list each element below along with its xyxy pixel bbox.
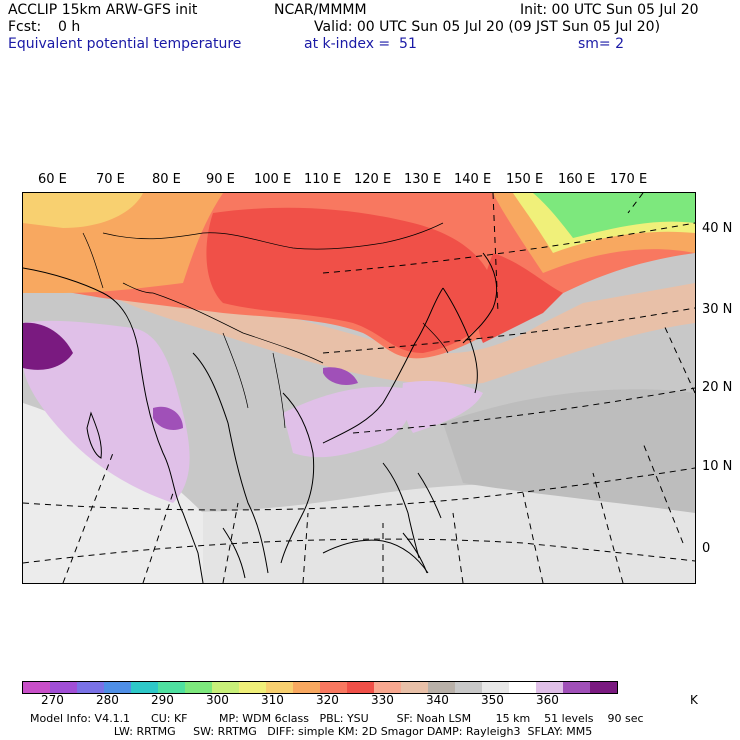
colorbar-swatch	[320, 682, 347, 693]
lat-label: 30 N	[702, 302, 733, 317]
lon-label: 130 E	[404, 172, 442, 187]
lon-label: 90 E	[206, 172, 235, 187]
longitude-line	[142, 492, 174, 583]
longitude-line	[627, 193, 644, 214]
center-title: NCAR/MMMM	[274, 2, 367, 18]
longitude-line	[302, 512, 309, 583]
purple-spot-china	[323, 367, 358, 385]
colorbar-swatch	[347, 682, 374, 693]
model-title: ACCLIP 15km ARW-GFS init	[8, 2, 198, 18]
forecast-label: Fcst:	[8, 19, 42, 35]
lat-label: 0	[702, 541, 711, 556]
init-time: Init: 00 UTC Sun 05 Jul 20	[520, 2, 699, 18]
longitude-line	[492, 193, 499, 314]
country-borders	[82, 222, 449, 429]
colorbar-swatch	[374, 682, 401, 693]
colorbar-swatch	[428, 682, 455, 693]
colorbar-swatch	[239, 682, 266, 693]
east-field	[443, 389, 695, 513]
purple-region-south-china	[283, 386, 412, 458]
longitude-line	[592, 472, 624, 583]
colorbar-swatch	[482, 682, 509, 693]
forecast-hour: 0 h	[58, 19, 81, 35]
latitude-line	[322, 222, 695, 274]
longitude-line	[662, 322, 695, 394]
warm-core-north	[206, 207, 495, 353]
lon-label: 70 E	[96, 172, 125, 187]
smoothing: sm= 2	[578, 36, 625, 52]
colorbar-swatch	[509, 682, 536, 693]
latitude-line	[23, 538, 695, 564]
cool-band-northeast-3	[533, 193, 695, 238]
longitude-line	[642, 442, 684, 544]
graticule	[23, 193, 695, 583]
warm-band-south	[83, 263, 695, 385]
coastlines	[23, 252, 498, 583]
colorbar-tick-label: 310	[261, 693, 284, 707]
colorbar-swatch	[158, 682, 185, 693]
lon-label: 110 E	[304, 172, 342, 187]
longitude-line	[452, 512, 464, 583]
lon-label: 170 E	[610, 172, 648, 187]
lon-label: 60 E	[38, 172, 67, 187]
colorbar-tick-label: 290	[151, 693, 174, 707]
colorbar-swatch	[536, 682, 563, 693]
model-info-line2: LW: RRTMG SW: RRTMG DIFF: simple KM: 2D …	[30, 725, 593, 738]
lon-label: 150 E	[506, 172, 544, 187]
colorbar-tick-label: 280	[96, 693, 119, 707]
colorbar-swatch	[212, 682, 239, 693]
colorbar-swatch	[563, 682, 590, 693]
latitude-line	[23, 467, 695, 511]
valid-time: Valid: 00 UTC Sun 05 Jul 20 (09 JST Sun …	[314, 19, 661, 35]
colorbar-tick-label: 340	[426, 693, 449, 707]
longitude-line	[222, 502, 239, 583]
colorbar-unit: K	[690, 693, 698, 707]
model-info-line1: Model Info: V4.1.1 CU: KF MP: WDM 6class…	[30, 712, 644, 725]
colorbar-swatch	[50, 682, 77, 693]
lat-label: 10 N	[702, 459, 733, 474]
colorbar-swatch	[455, 682, 482, 693]
colorbar-tick-label: 270	[41, 693, 64, 707]
lon-label: 140 E	[454, 172, 492, 187]
colorbar-swatch	[185, 682, 212, 693]
colorbar-swatch	[401, 682, 428, 693]
colorbar-tick-label: 360	[536, 693, 559, 707]
map-panel	[22, 192, 696, 584]
colorbar-swatch	[104, 682, 131, 693]
lon-label: 120 E	[354, 172, 392, 187]
latitude-line	[352, 387, 695, 434]
colorbar-tick-label: 330	[371, 693, 394, 707]
purple-core-northwest	[23, 322, 73, 370]
lat-label: 20 N	[702, 380, 733, 395]
colorbar-swatch	[131, 682, 158, 693]
colorbar-swatch	[77, 682, 104, 693]
map-plot	[23, 193, 695, 583]
lon-label: 160 E	[558, 172, 596, 187]
colorbar-tick-label: 300	[206, 693, 229, 707]
level-index: at k-index = 51	[304, 36, 417, 52]
longitude-line	[522, 492, 544, 583]
lat-label: 40 N	[702, 221, 733, 236]
colorbar-swatch	[590, 682, 617, 693]
warm-core-japan	[477, 253, 563, 343]
colorbar-swatch	[23, 682, 50, 693]
colorbar-swatch	[266, 682, 293, 693]
purple-spot-bay	[153, 406, 183, 430]
longitude-line	[62, 452, 114, 583]
colorbar	[22, 681, 618, 694]
colorbar-swatch	[293, 682, 320, 693]
lon-label: 80 E	[152, 172, 181, 187]
colorbar-tick-label: 350	[481, 693, 504, 707]
lon-label: 100 E	[254, 172, 292, 187]
purple-region-india	[23, 320, 190, 503]
purple-region-philippines	[402, 381, 483, 433]
warm-region-northwest	[23, 193, 143, 228]
colorbar-tick-label: 320	[316, 693, 339, 707]
field-name: Equivalent potential temperature	[8, 36, 242, 52]
